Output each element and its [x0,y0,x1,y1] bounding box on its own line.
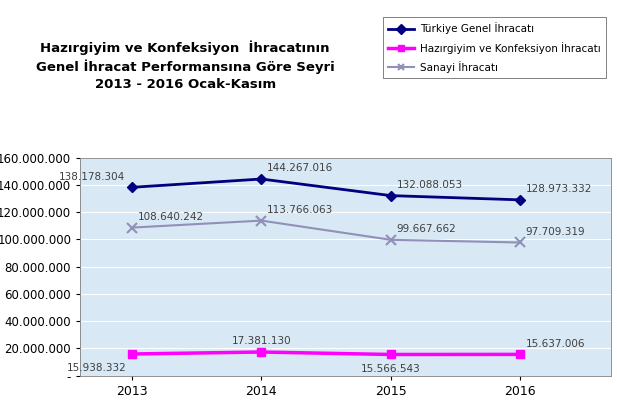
Text: Hazırgiyim ve Konfeksiyon  İhracatının
Genel İhracat Performansına Göre Seyri
20: Hazırgiyim ve Konfeksiyon İhracatının Ge… [36,40,334,91]
Text: 15.637.006: 15.637.006 [526,339,586,349]
Text: 97.709.319: 97.709.319 [526,227,586,237]
Text: 15.566.543: 15.566.543 [361,364,421,374]
Text: 128.973.332: 128.973.332 [526,184,592,194]
Text: 113.766.063: 113.766.063 [267,205,333,215]
Text: 108.640.242: 108.640.242 [138,212,204,222]
Text: 17.381.130: 17.381.130 [231,337,291,347]
Text: 132.088.053: 132.088.053 [396,180,463,190]
Text: 15.938.332: 15.938.332 [67,364,126,373]
Legend: Türkiye Genel İhracatı, Hazırgiyim ve Konfeksiyon İhracatı, Sanayi İhracatı: Türkiye Genel İhracatı, Hazırgiyim ve Ko… [383,17,606,78]
Text: 99.667.662: 99.667.662 [396,224,456,234]
Text: 138.178.304: 138.178.304 [59,172,125,182]
Text: 144.267.016: 144.267.016 [267,164,333,173]
